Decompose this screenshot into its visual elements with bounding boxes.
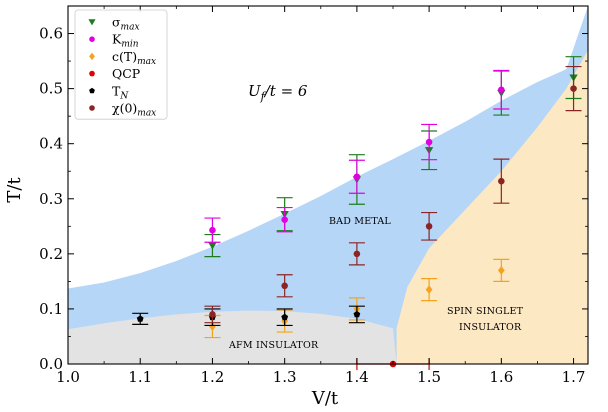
- y-tick-label: 0.1: [39, 300, 63, 318]
- legend-item-tn: TN: [89, 83, 129, 101]
- legend-box: [74, 9, 168, 120]
- x-tick-label: 1.6: [489, 368, 513, 386]
- legend-marker-sigma: [88, 19, 96, 26]
- x-tick-label: 1.3: [273, 368, 297, 386]
- marker-chi: [425, 223, 433, 230]
- legend-label-base: K: [112, 32, 122, 47]
- axes-frame: [67, 5, 589, 365]
- marker-c: [497, 265, 505, 275]
- x-tick-label: 1.2: [201, 368, 225, 386]
- marker-kmin: [281, 216, 288, 223]
- plot-frame: [67, 5, 589, 365]
- x-tick-label: 1.7: [562, 368, 586, 386]
- series-chi: [204, 65, 582, 324]
- axis-ticks: 1.0 1.1 1.2 1.3 1.4 1.5 1.6 1.7 0.0 0.1 0.2 0.3 0.4 0…: [39, 6, 588, 386]
- legend-label-qcp: QCP: [112, 66, 140, 81]
- y-axis-title: T/t: [4, 177, 25, 203]
- marker-kmin: [498, 86, 505, 93]
- x-axis-title: V/t: [311, 388, 339, 409]
- legend-label-sub: N: [119, 91, 129, 101]
- legend-label-base: χ(0): [112, 101, 137, 116]
- y-tick-label: 0.4: [39, 135, 63, 153]
- legend-label-sigma: σmax: [112, 15, 140, 33]
- spin-singlet-insulator-region: [396, 50, 588, 364]
- legend-item-sigma: σmax: [88, 15, 140, 33]
- interaction-annotation: Uf/t = 6: [248, 82, 308, 103]
- x-tick-label: 1.1: [128, 368, 152, 386]
- marker-tn: [281, 313, 289, 321]
- legend-marker-c: [89, 52, 95, 61]
- legend-label-kmin: Kmin: [112, 32, 139, 50]
- annotation-sub: f: [260, 90, 267, 103]
- y-tick-label: 0.3: [39, 190, 63, 208]
- marker-chi: [209, 311, 216, 318]
- region-label-spin-singlet-line1: SPIN SINGLET: [447, 306, 524, 317]
- marker-kmin: [425, 138, 433, 146]
- marker-chi: [570, 85, 577, 92]
- annotation-rest: /t = 6: [263, 82, 308, 100]
- legend-label-base: σ: [112, 15, 121, 30]
- data-series: [132, 56, 582, 370]
- x-tick-label: 1.5: [417, 368, 441, 386]
- marker-c: [209, 322, 216, 331]
- region-label-bad-metal: BAD METAL: [329, 216, 391, 227]
- y-tick-label: 0.2: [39, 245, 63, 263]
- y-tick-label: 0.6: [39, 25, 63, 43]
- legend-marker-chi: [89, 105, 95, 111]
- legend-marker-qcp: [89, 70, 95, 77]
- marker-c: [425, 285, 433, 295]
- marker-sigma: [208, 242, 217, 250]
- legend-label-base: c(T): [112, 49, 137, 64]
- phase-regions: [68, 6, 588, 364]
- annotation-base: U: [248, 82, 262, 100]
- marker-kmin: [353, 173, 361, 181]
- marker-tn: [136, 315, 144, 322]
- legend-label-sub: min: [121, 40, 138, 50]
- legend-item-c: c(T)max: [89, 49, 156, 67]
- x-tick-label: 1.0: [56, 368, 80, 386]
- marker-tn: [353, 310, 361, 318]
- legend-label-sub: max: [137, 57, 156, 67]
- legend-label-tn: TN: [112, 83, 129, 101]
- marker-kmin: [209, 226, 216, 234]
- region-label-afm-insulator: AFM INSULATOR: [228, 340, 319, 351]
- marker-chi: [281, 282, 288, 290]
- region-label-spin-singlet-line2: INSULATOR: [459, 322, 522, 333]
- legend-label-base: T: [112, 83, 121, 98]
- series-kmin: [204, 69, 510, 243]
- marker-chi: [498, 177, 505, 185]
- legend-item-kmin: Kmin: [89, 32, 139, 50]
- marker-chi: [353, 250, 361, 258]
- legend-marker-kmin: [89, 36, 95, 43]
- legend-marker-tn: [89, 87, 95, 94]
- legend-label-sub: max: [121, 23, 140, 33]
- legend-label-c: c(T)max: [112, 49, 156, 67]
- legend-item-qcp: QCP: [89, 66, 140, 81]
- x-tick-label: 1.4: [345, 368, 369, 386]
- legend-label-base: QCP: [112, 66, 140, 81]
- legend-label-sub: max: [137, 109, 156, 119]
- y-tick-label: 0.0: [39, 355, 63, 373]
- region-labels: BAD METAL AFM INSULATOR SPIN SINGLET INS…: [228, 216, 524, 351]
- legend-label-chi: χ(0)max: [112, 101, 156, 119]
- afm-insulator-region: [68, 310, 397, 364]
- y-tick-label: 0.5: [39, 80, 63, 98]
- legend-item-chi: χ(0)max: [89, 101, 156, 119]
